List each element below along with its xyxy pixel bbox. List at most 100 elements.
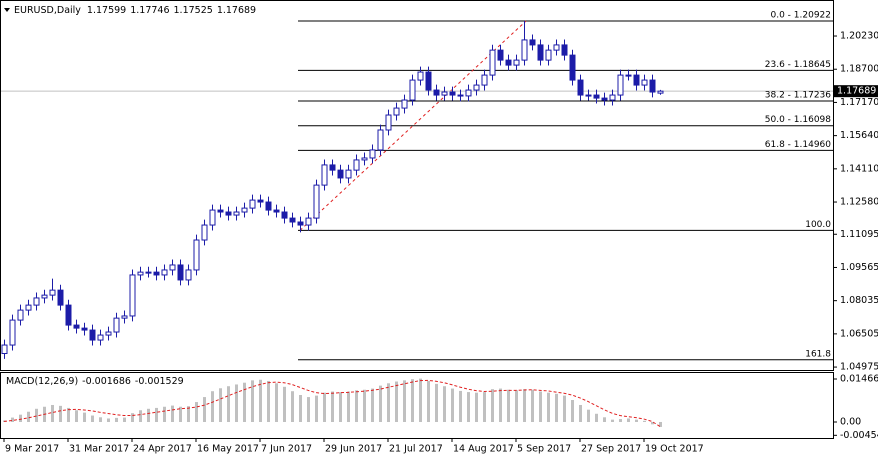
macd-bar bbox=[563, 395, 566, 422]
candle-body bbox=[401, 99, 408, 109]
candle-body bbox=[449, 91, 456, 96]
x-tick-label: 14 Aug 2017 bbox=[453, 444, 514, 455]
macd-bar bbox=[459, 390, 462, 422]
candle-body bbox=[601, 97, 608, 101]
macd-bar bbox=[171, 405, 174, 422]
candle-body bbox=[457, 94, 464, 97]
candle-body bbox=[425, 71, 432, 91]
macd-bar bbox=[587, 409, 590, 422]
candle-body bbox=[161, 269, 168, 276]
candle-body bbox=[441, 91, 448, 96]
candle-body bbox=[513, 59, 520, 66]
macd-bar bbox=[363, 389, 366, 422]
candle-body bbox=[553, 44, 560, 51]
macd-bar bbox=[51, 404, 54, 422]
macd-signal bbox=[3, 379, 661, 427]
macd-bar bbox=[523, 389, 526, 422]
candle-body bbox=[209, 209, 216, 226]
macd-bar bbox=[395, 381, 398, 422]
macd-bar bbox=[643, 420, 646, 422]
candle-body bbox=[169, 264, 176, 271]
macd-bar bbox=[475, 392, 478, 422]
candle-body bbox=[649, 79, 656, 93]
menu-arrow[interactable] bbox=[4, 8, 10, 12]
candle-body bbox=[393, 107, 400, 116]
candle-body bbox=[609, 94, 616, 101]
candle-body bbox=[1, 344, 8, 355]
y-tick-label: 1.04975 bbox=[840, 362, 878, 373]
candle-body bbox=[345, 169, 352, 179]
macd-bar bbox=[579, 404, 582, 422]
candle-body bbox=[201, 224, 208, 241]
y-tick-label: 1.20230 bbox=[840, 31, 878, 42]
macd-bar bbox=[235, 384, 238, 422]
candle-body bbox=[329, 164, 336, 171]
fib-label: 50.0 - 1.16098 bbox=[765, 115, 831, 125]
candle-body bbox=[185, 269, 192, 281]
macd-bar bbox=[243, 382, 246, 422]
fib-label: 0.0 - 1.20922 bbox=[771, 11, 832, 21]
candle-body bbox=[113, 317, 120, 333]
macd-bar bbox=[187, 406, 190, 422]
macd-bar bbox=[531, 389, 534, 422]
candle-body bbox=[289, 217, 296, 223]
candle-body bbox=[81, 327, 88, 331]
candle-body bbox=[369, 149, 376, 159]
candle-body bbox=[465, 89, 472, 97]
x-tick-label: 16 May 2017 bbox=[197, 444, 259, 455]
candle-body bbox=[49, 289, 56, 296]
x-tick-label: 21 Jul 2017 bbox=[389, 444, 443, 455]
macd-bar bbox=[603, 417, 606, 422]
plot-layer bbox=[0, 20, 837, 442]
x-tick-label: 31 Mar 2017 bbox=[69, 444, 129, 455]
candle-body bbox=[177, 264, 184, 281]
candle-body bbox=[25, 304, 32, 311]
macd-bar bbox=[371, 388, 374, 422]
macd-bar bbox=[635, 419, 638, 422]
macd-bar bbox=[59, 405, 62, 422]
macd-bar bbox=[507, 389, 510, 422]
macd-bar bbox=[427, 380, 430, 422]
candle-body bbox=[489, 49, 496, 76]
macd-bar bbox=[323, 392, 326, 422]
candle-body bbox=[41, 294, 48, 299]
macd-bar bbox=[435, 383, 438, 422]
x-tick-label: 24 Apr 2017 bbox=[133, 444, 192, 455]
x-tick-label: 19 Oct 2017 bbox=[645, 444, 704, 455]
macd-bar bbox=[123, 417, 126, 422]
macd-bar bbox=[11, 417, 14, 422]
macd-bar bbox=[595, 413, 598, 422]
macd-bar bbox=[547, 392, 550, 422]
macd-bar bbox=[451, 388, 454, 422]
candle-body bbox=[641, 79, 648, 86]
macd-bar bbox=[195, 402, 198, 422]
macd-bar bbox=[27, 411, 30, 422]
macd-y-tick-label: 0.01466 bbox=[840, 374, 878, 385]
macd-bar bbox=[283, 386, 286, 422]
candle-body bbox=[233, 211, 240, 216]
candle-body bbox=[529, 39, 536, 46]
macd-bar bbox=[499, 388, 502, 422]
macd-bar bbox=[339, 392, 342, 422]
candle-body bbox=[569, 54, 576, 81]
x-tick-label: 29 Jun 2017 bbox=[325, 444, 382, 455]
candle-body bbox=[377, 129, 384, 151]
candle-body bbox=[137, 271, 144, 276]
macd-bar bbox=[203, 397, 206, 422]
macd-bar bbox=[259, 379, 262, 422]
candle-body bbox=[193, 239, 200, 271]
macd-bar bbox=[651, 421, 654, 425]
macd-bar bbox=[387, 383, 390, 422]
macd-bar bbox=[491, 389, 494, 422]
x-tick-label: 27 Sep 2017 bbox=[581, 444, 641, 455]
candle-body bbox=[105, 331, 112, 336]
fib-label: 61.8 - 1.14960 bbox=[765, 140, 831, 150]
candle-body bbox=[265, 201, 272, 211]
macd-bar bbox=[539, 391, 542, 422]
macd-bar bbox=[419, 378, 422, 422]
y-tick-label: 1.12580 bbox=[840, 197, 878, 208]
x-tick-label: 5 Sep 2017 bbox=[517, 444, 571, 455]
macd-bar bbox=[107, 418, 110, 422]
